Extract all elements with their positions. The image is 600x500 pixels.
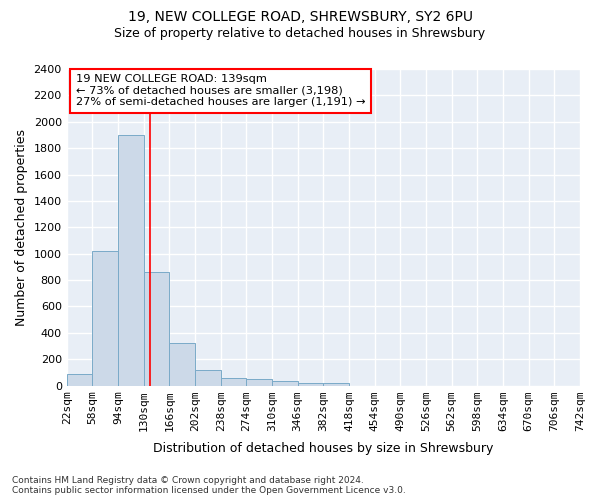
Bar — [323, 383, 349, 386]
Bar — [143, 272, 169, 386]
Bar — [298, 383, 323, 386]
Bar — [67, 374, 92, 386]
Text: 19, NEW COLLEGE ROAD, SHREWSBURY, SY2 6PU: 19, NEW COLLEGE ROAD, SHREWSBURY, SY2 6P… — [128, 10, 473, 24]
Bar — [221, 378, 247, 386]
Bar — [92, 251, 118, 386]
Y-axis label: Number of detached properties: Number of detached properties — [15, 129, 28, 326]
Bar — [195, 370, 221, 386]
Bar — [247, 379, 272, 386]
X-axis label: Distribution of detached houses by size in Shrewsbury: Distribution of detached houses by size … — [153, 442, 494, 455]
Bar — [118, 135, 143, 386]
Bar — [169, 344, 195, 386]
Text: 19 NEW COLLEGE ROAD: 139sqm
← 73% of detached houses are smaller (3,198)
27% of : 19 NEW COLLEGE ROAD: 139sqm ← 73% of det… — [76, 74, 365, 108]
Bar — [272, 381, 298, 386]
Text: Size of property relative to detached houses in Shrewsbury: Size of property relative to detached ho… — [115, 28, 485, 40]
Text: Contains HM Land Registry data © Crown copyright and database right 2024.
Contai: Contains HM Land Registry data © Crown c… — [12, 476, 406, 495]
